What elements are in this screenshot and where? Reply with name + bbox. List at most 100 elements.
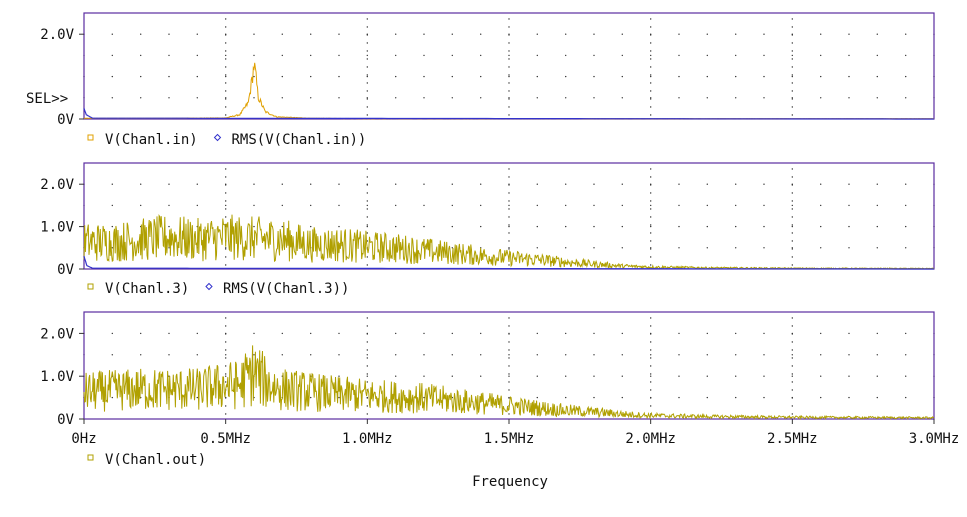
grid-dot [791, 98, 793, 100]
grid-dot [225, 192, 227, 194]
grid-dot [508, 50, 510, 52]
spectrum-trace [83, 345, 935, 421]
grid-dot [905, 354, 907, 356]
grid-dot [508, 389, 510, 391]
grid-dot [140, 332, 142, 335]
grid-dot [225, 216, 227, 218]
grid-dot [225, 373, 227, 375]
grid-dot [366, 98, 368, 100]
grid-dot [650, 98, 652, 100]
grid-dot [706, 225, 708, 228]
grid-dot [763, 375, 765, 377]
grid-dot [593, 396, 595, 399]
grid-dot [480, 75, 482, 78]
grid-dot [791, 42, 793, 44]
grid-dot [706, 396, 708, 399]
grid-dot [310, 204, 312, 207]
grid-dot [196, 97, 198, 99]
grid-dot [820, 396, 822, 399]
grid-dot [791, 373, 793, 375]
grid-dot [168, 97, 170, 99]
grid-dot [111, 225, 114, 228]
grid-dot [281, 97, 283, 99]
legend-square-icon [87, 454, 94, 461]
grid-dot [423, 33, 425, 35]
grid-dot [338, 75, 340, 78]
grid-dot [791, 349, 793, 351]
grid-dot [593, 247, 595, 249]
grid-dot [168, 354, 170, 356]
grid-dot [876, 375, 878, 377]
grid-dot [536, 33, 538, 35]
grid-dot [735, 204, 737, 207]
grid-dot [423, 375, 425, 377]
grid-dot [905, 247, 907, 249]
grid-dot [763, 97, 765, 99]
grid-dot [650, 365, 652, 367]
grid-dot [508, 200, 510, 202]
grid-dot [225, 325, 227, 327]
grid-dot [225, 50, 227, 52]
grid-dot [650, 224, 652, 226]
grid-dot [593, 33, 595, 35]
grid-dot [735, 375, 737, 377]
grid-dot [281, 75, 283, 78]
legend-label: V(Chanl.in) [105, 132, 198, 148]
grid-dot [536, 396, 538, 399]
grid-dot [508, 66, 510, 68]
grid-dot [678, 75, 680, 78]
grid-dot [366, 200, 368, 202]
grid-dot [848, 375, 850, 377]
grid-dot [791, 333, 793, 335]
grid-dot [225, 74, 227, 76]
plot-frame [83, 162, 935, 270]
grid-dot [310, 332, 312, 335]
grid-dot [366, 357, 368, 359]
grid-dot [791, 224, 793, 226]
grid-dot [791, 50, 793, 52]
grid-dot [140, 54, 142, 57]
grid-dot [876, 332, 878, 335]
grid-dot [876, 183, 878, 185]
grid-dot [225, 90, 227, 92]
grid-dot [508, 349, 510, 351]
grid-dot [310, 225, 312, 228]
grid-dot [876, 396, 878, 399]
grid-dot [111, 247, 114, 249]
legend-label: V(Chanl.out) [105, 452, 206, 468]
grid-dot [706, 97, 708, 99]
grid-dot [225, 82, 227, 84]
grid-dot [480, 33, 482, 35]
x-tick-label: 1.0MHz [342, 431, 393, 447]
grid-dot [225, 34, 227, 36]
grid-dot [848, 183, 850, 185]
grid-dot [621, 183, 623, 185]
grid-dot [451, 97, 453, 99]
grid-dot [225, 349, 227, 351]
grid-dot [395, 54, 397, 57]
grid-dot [508, 413, 510, 415]
grid-dot [593, 75, 595, 78]
grid-dot [508, 333, 510, 335]
grid-dot [253, 33, 255, 35]
grid-dot [196, 33, 198, 35]
grid-dot [565, 33, 567, 35]
grid-dot [791, 365, 793, 367]
grid-dot [565, 396, 567, 399]
grid-dot [763, 247, 765, 249]
grid-dot [508, 97, 510, 99]
x-tick-label: 0.5MHz [200, 431, 251, 447]
grid-dot [735, 97, 737, 99]
grid-dot [225, 75, 227, 78]
grid-dot [735, 54, 737, 57]
grid-dot [225, 381, 227, 383]
grid-dot [225, 264, 227, 266]
grid-dot [111, 183, 114, 185]
grid-dot [763, 54, 765, 57]
legend-diamond-icon [205, 282, 213, 291]
grid-dot [650, 247, 652, 249]
grid-dot [791, 240, 793, 242]
grid-dot [225, 256, 227, 258]
grid-dot [225, 365, 227, 367]
